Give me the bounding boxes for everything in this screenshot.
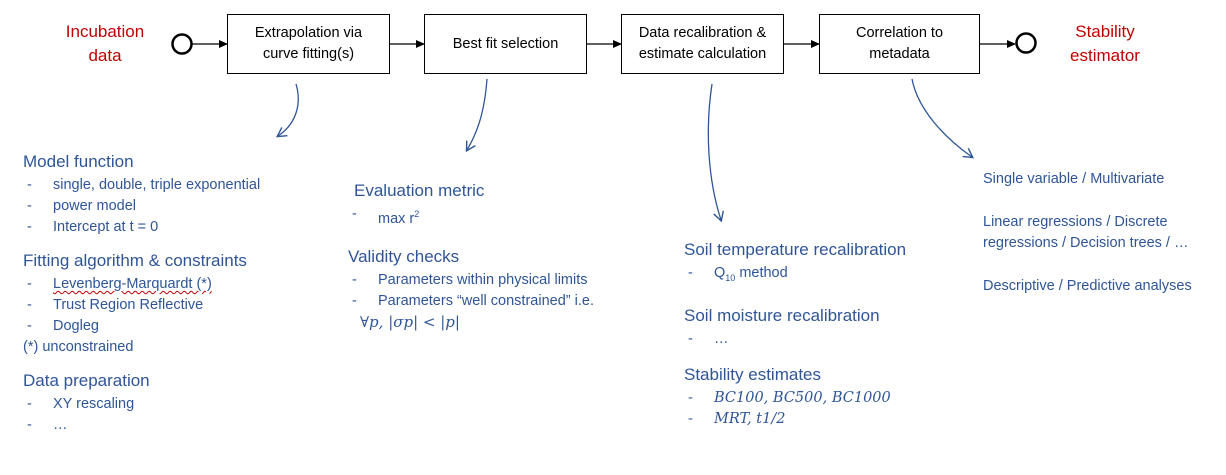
list-item: Parameters within physical limits <box>348 270 668 291</box>
step-best-fit: Best fit selection <box>424 14 587 74</box>
analysis-line: Single variable / Multivariate <box>983 171 1165 187</box>
list-item: max r2 <box>348 204 668 230</box>
start-node <box>171 33 193 55</box>
callout-arrow-step3 <box>707 83 724 223</box>
stab-heading: Stability estimates <box>684 364 821 384</box>
list-item: … <box>684 329 974 350</box>
list-item: XY rescaling <box>23 394 313 415</box>
selection-details: Evaluation metric max r2 Validity checks… <box>348 180 668 333</box>
list-item: … <box>23 415 313 436</box>
fit-note: (*) unconstrained <box>23 339 134 355</box>
list-item: Intercept at t = 0 <box>23 217 313 238</box>
callout-arrow-step1 <box>275 83 299 138</box>
recalibration-details: Soil temperature recalibration Q10 metho… <box>684 239 974 430</box>
list-item: Trust Region Reflective <box>23 295 313 316</box>
output-label: Stability estimator <box>1070 22 1140 65</box>
list-item: Q10 method <box>684 263 974 289</box>
analysis-line: Linear regressions / Discrete regression… <box>983 213 1189 252</box>
eval-heading: Evaluation metric <box>354 181 485 200</box>
list-item: power model <box>23 196 313 217</box>
correlation-details: Single variable / Multivariate Linear re… <box>983 169 1219 297</box>
analysis-line: Descriptive / Predictive analyses <box>983 277 1192 294</box>
step-correlation: Correlation to metadata <box>819 14 980 74</box>
valid-heading: Validity checks <box>348 246 460 266</box>
list-item: MRT, t1/2 <box>684 409 974 430</box>
list-item: single, double, triple exponential <box>23 175 313 196</box>
input-label: Incubation data <box>65 22 145 65</box>
list-item: Dogleg <box>23 316 313 337</box>
list-item: BC100, BC500, BC1000 <box>684 388 974 409</box>
list-item: Levenberg-Marquardt (*) <box>23 274 313 295</box>
temp-heading: Soil temperature recalibration <box>684 240 907 259</box>
model-heading: Model function <box>23 152 134 171</box>
step-recalibration: Data recalibration & estimate calculation <box>621 14 784 74</box>
callout-arrow-step2 <box>465 78 488 153</box>
list-item: Parameters “well constrained” i.e. <box>348 291 668 312</box>
step-curve-fitting: Extrapolation via curve fitting(s) <box>227 14 390 74</box>
prep-heading: Data preparation <box>23 371 150 390</box>
end-node <box>1015 32 1037 54</box>
fit-heading: Fitting algorithm & constraints <box>23 251 247 270</box>
validity-formula: ∀p, |σp| < |p| <box>360 312 460 331</box>
callout-arrow-step4 <box>911 78 974 159</box>
moist-heading: Soil moisture recalibration <box>684 305 880 325</box>
fitting-details: Model function single, double, triple ex… <box>23 151 313 436</box>
